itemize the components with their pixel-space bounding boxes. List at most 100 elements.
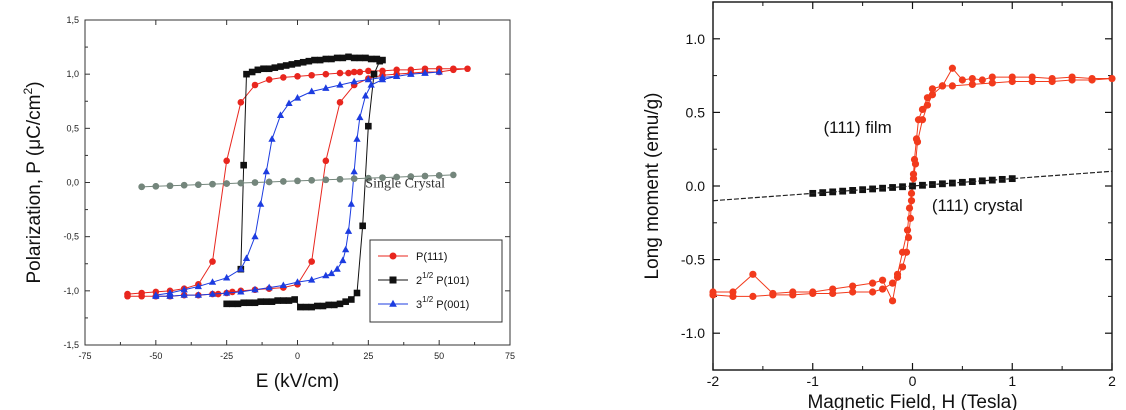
y-tick-label: 0,5 bbox=[66, 123, 79, 133]
data-point bbox=[362, 54, 369, 62]
x-axis-label: E (kV/cm) bbox=[256, 371, 339, 392]
data-point bbox=[327, 269, 336, 277]
data-point bbox=[939, 180, 946, 188]
data-point bbox=[294, 73, 301, 80]
data-point bbox=[365, 122, 372, 130]
data-point bbox=[282, 62, 290, 69]
data-point bbox=[279, 281, 287, 289]
data-point bbox=[242, 254, 251, 261]
data-point bbox=[918, 105, 927, 114]
crystal-annotation: (111) crystal bbox=[932, 196, 1023, 215]
data-point bbox=[268, 135, 276, 142]
data-point bbox=[958, 178, 966, 186]
data-point bbox=[246, 299, 253, 307]
data-point bbox=[299, 58, 307, 66]
data-point bbox=[265, 76, 273, 83]
data-point bbox=[339, 256, 347, 264]
data-point bbox=[909, 175, 918, 183]
data-point bbox=[345, 53, 352, 61]
data-point bbox=[819, 189, 827, 197]
data-point bbox=[322, 70, 330, 78]
x-tick-label: -2 bbox=[707, 373, 720, 389]
data-point bbox=[928, 91, 937, 99]
data-point bbox=[223, 157, 230, 165]
y-tick-label: 0,0 bbox=[66, 178, 79, 188]
data-point bbox=[333, 54, 341, 62]
data-point bbox=[968, 80, 976, 89]
data-point bbox=[342, 298, 349, 305]
data-point bbox=[294, 177, 301, 185]
data-point bbox=[849, 282, 857, 290]
data-point bbox=[350, 68, 358, 76]
data-point bbox=[319, 302, 327, 310]
data-point bbox=[353, 135, 361, 142]
film-annotation: (111) film bbox=[823, 118, 891, 137]
data-point bbox=[322, 176, 330, 184]
data-point bbox=[180, 285, 188, 293]
data-point bbox=[208, 290, 217, 297]
data-point bbox=[152, 291, 160, 298]
data-point bbox=[709, 291, 717, 299]
data-point bbox=[280, 297, 287, 304]
data-point bbox=[347, 200, 355, 207]
data-point bbox=[237, 287, 245, 295]
x-axis-label: Magnetic Field, H (Tesla) bbox=[807, 392, 1017, 410]
data-point bbox=[898, 263, 907, 271]
data-point bbox=[348, 296, 355, 303]
data-point bbox=[240, 299, 247, 307]
data-point bbox=[336, 69, 344, 77]
data-point bbox=[262, 167, 270, 175]
y-axis-label: Long moment (emu/g) bbox=[642, 93, 663, 280]
data-point bbox=[350, 77, 358, 85]
data-point bbox=[194, 291, 202, 298]
y-tick-label: 1,0 bbox=[66, 69, 79, 79]
data-point bbox=[336, 175, 344, 183]
data-point bbox=[254, 66, 262, 74]
data-point bbox=[194, 282, 202, 290]
data-point bbox=[878, 276, 887, 284]
data-point bbox=[968, 74, 976, 83]
data-point bbox=[308, 303, 315, 311]
data-point bbox=[888, 279, 897, 287]
y-tick-label: 0.5 bbox=[686, 104, 706, 120]
data-point bbox=[365, 174, 372, 182]
data-point bbox=[869, 288, 877, 296]
data-point bbox=[978, 76, 986, 84]
data-point bbox=[311, 56, 318, 64]
data-point bbox=[907, 189, 916, 197]
data-point bbox=[729, 292, 737, 300]
data-point bbox=[749, 270, 757, 278]
data-point bbox=[988, 73, 996, 81]
legend-marker bbox=[389, 299, 397, 307]
data-point bbox=[365, 67, 372, 75]
data-point bbox=[393, 173, 400, 181]
x-tick-label: -1 bbox=[807, 373, 820, 389]
data-point bbox=[251, 179, 259, 186]
x-tick-label: -50 bbox=[149, 351, 162, 361]
data-point bbox=[904, 233, 913, 242]
data-point bbox=[370, 70, 378, 78]
legend-label: 21/2 P(101) bbox=[416, 271, 469, 287]
data-point bbox=[229, 300, 236, 308]
data-point bbox=[166, 289, 174, 296]
data-point bbox=[243, 70, 250, 78]
data-point bbox=[407, 173, 415, 180]
data-point bbox=[328, 55, 335, 63]
data-point bbox=[902, 248, 911, 256]
x-tick-label: 0 bbox=[909, 373, 917, 389]
data-point bbox=[274, 297, 281, 304]
data-point bbox=[888, 297, 897, 305]
data-point bbox=[336, 99, 344, 106]
data-point bbox=[333, 265, 341, 272]
data-point bbox=[450, 171, 457, 179]
data-point bbox=[208, 278, 217, 285]
data-point bbox=[905, 204, 914, 212]
data-point bbox=[869, 279, 877, 287]
data-point bbox=[350, 167, 358, 175]
data-point bbox=[285, 99, 293, 107]
data-point bbox=[911, 160, 920, 168]
data-point bbox=[353, 289, 361, 297]
data-point bbox=[124, 292, 131, 300]
legend-label: 31/2 P(001) bbox=[416, 295, 469, 311]
data-point bbox=[907, 197, 916, 205]
